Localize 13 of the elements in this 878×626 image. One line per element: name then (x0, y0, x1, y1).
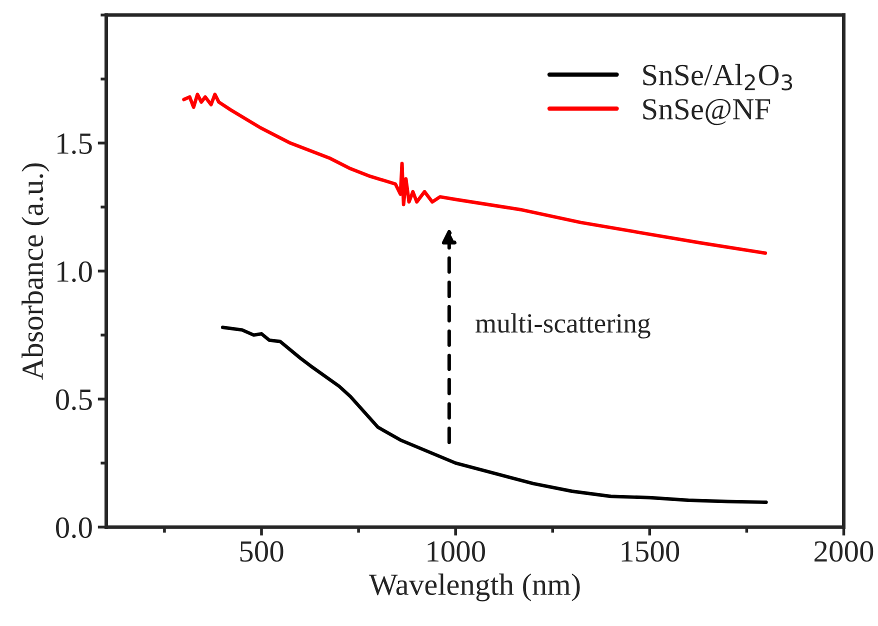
legend-label: SnSe@NF (643, 98, 770, 126)
annotation: multi-scattering (476, 313, 650, 338)
y-tick-label: 0.5 (56, 389, 92, 410)
y-tick-label: 1.5 (58, 133, 92, 154)
x-tick-label: 2000 (814, 541, 874, 562)
y-tick-label: 1.0 (58, 261, 92, 282)
legend-label: SnSe/Al$_{2}$O$_{3}$ (643, 64, 792, 90)
x-tick-label: 1500 (622, 541, 680, 562)
x-tick-label: 500 (240, 541, 284, 562)
x-axis-title: Wavelength (nm) (368, 574, 580, 602)
y-tick-label: 0.0 (56, 517, 92, 538)
x-tick-label: 1000 (428, 541, 485, 562)
y-axis-title: Absorbance (a.u.) (22, 163, 50, 380)
